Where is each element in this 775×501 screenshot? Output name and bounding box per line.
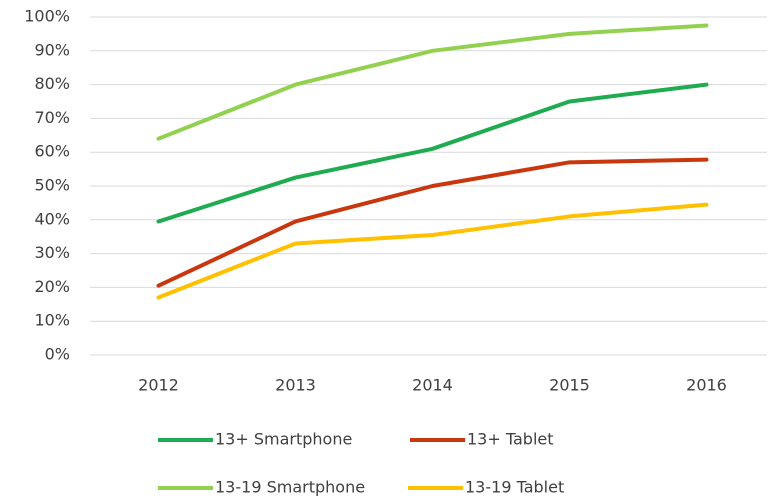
series-line: [156, 82, 709, 224]
series-line: [156, 202, 709, 300]
legend-label: 13+ Tablet: [467, 430, 554, 449]
x-tick-label: 2014: [412, 376, 453, 395]
y-tick-label: 30%: [34, 243, 70, 262]
x-tick-label: 2015: [549, 376, 590, 395]
y-tick-label: 50%: [34, 176, 70, 195]
y-tick-label: 20%: [34, 277, 70, 296]
legend-label: 13-19 Smartphone: [215, 478, 365, 497]
y-tick-label: 60%: [34, 142, 70, 161]
y-tick-label: 40%: [34, 209, 70, 228]
y-tick-label: 80%: [34, 74, 70, 93]
y-tick-label: 0%: [45, 345, 70, 364]
series-line: [156, 157, 709, 288]
x-tick-label: 2016: [686, 376, 727, 395]
y-tick-label: 70%: [34, 108, 70, 127]
legend-label: 13-19 Tablet: [465, 478, 564, 497]
x-tick-label: 2013: [275, 376, 316, 395]
y-tick-label: 10%: [34, 311, 70, 330]
y-tick-label: 90%: [34, 40, 70, 59]
y-tick-label: 100%: [24, 7, 70, 26]
series-line: [156, 23, 709, 141]
x-tick-label: 2012: [138, 376, 179, 395]
legend-label: 13+ Smartphone: [215, 430, 352, 449]
